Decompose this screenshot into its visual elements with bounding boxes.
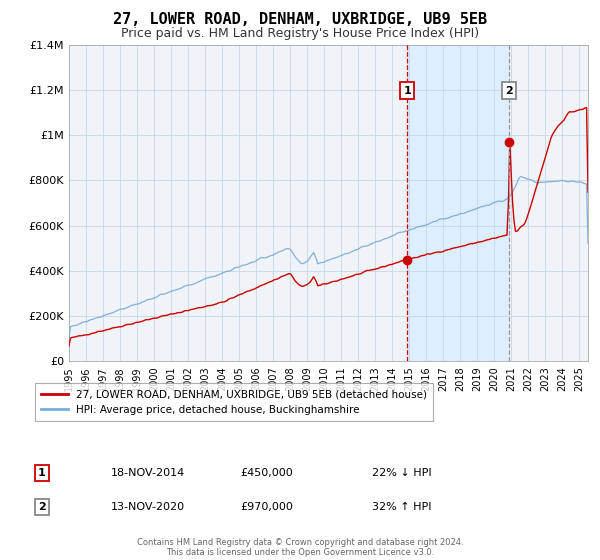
Text: Contains HM Land Registry data © Crown copyright and database right 2024.
This d: Contains HM Land Registry data © Crown c… bbox=[137, 538, 463, 557]
Text: 22% ↓ HPI: 22% ↓ HPI bbox=[372, 468, 431, 478]
Text: £970,000: £970,000 bbox=[240, 502, 293, 512]
Text: Price paid vs. HM Land Registry's House Price Index (HPI): Price paid vs. HM Land Registry's House … bbox=[121, 27, 479, 40]
Text: 32% ↑ HPI: 32% ↑ HPI bbox=[372, 502, 431, 512]
Text: 13-NOV-2020: 13-NOV-2020 bbox=[111, 502, 185, 512]
Text: 2: 2 bbox=[505, 86, 513, 96]
Bar bbox=[407, 45, 509, 361]
Legend: 27, LOWER ROAD, DENHAM, UXBRIDGE, UB9 5EB (detached house), HPI: Average price, : 27, LOWER ROAD, DENHAM, UXBRIDGE, UB9 5E… bbox=[35, 383, 433, 421]
Text: £450,000: £450,000 bbox=[240, 468, 293, 478]
Text: 2: 2 bbox=[38, 502, 46, 512]
Text: 18-NOV-2014: 18-NOV-2014 bbox=[111, 468, 185, 478]
Text: 27, LOWER ROAD, DENHAM, UXBRIDGE, UB9 5EB: 27, LOWER ROAD, DENHAM, UXBRIDGE, UB9 5E… bbox=[113, 12, 487, 27]
Text: 1: 1 bbox=[38, 468, 46, 478]
Text: 1: 1 bbox=[403, 86, 411, 96]
